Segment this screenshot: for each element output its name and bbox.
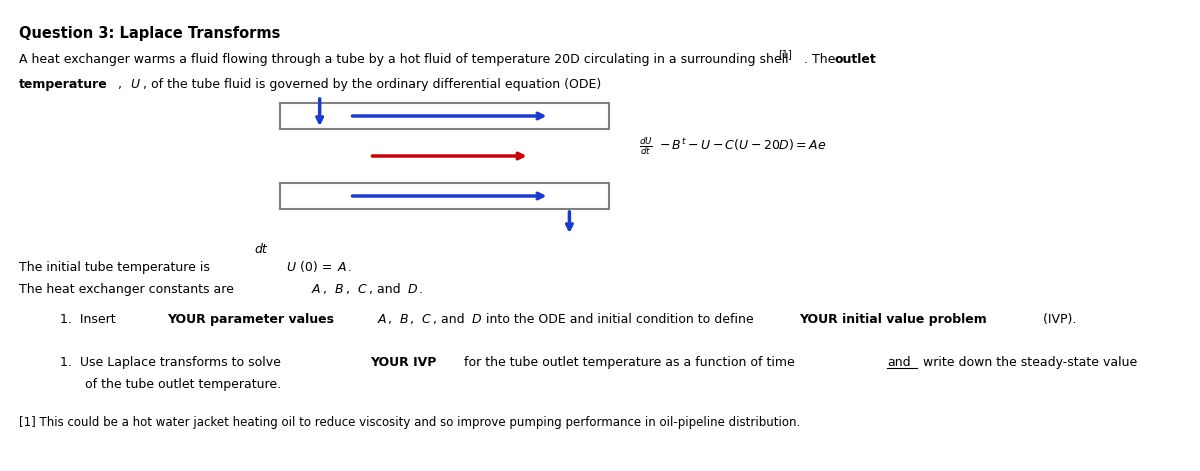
Text: The initial tube temperature is: The initial tube temperature is [19, 261, 214, 274]
Text: , of the tube fluid is governed by the ordinary differential equation (ODE): , of the tube fluid is governed by the o… [143, 78, 601, 91]
Text: YOUR parameter values: YOUR parameter values [167, 313, 334, 326]
Text: $\frac{dU}{dt}\ -B^{t} - U - C(U - 20D) = Ae$: $\frac{dU}{dt}\ -B^{t} - U - C(U - 20D) … [640, 135, 827, 157]
Text: outlet: outlet [834, 53, 876, 66]
Text: 1.  Use Laplace transforms to solve: 1. Use Laplace transforms to solve [60, 356, 284, 369]
Text: A: A [312, 283, 320, 296]
Text: Question 3: Laplace Transforms: Question 3: Laplace Transforms [19, 26, 281, 41]
Text: write down the steady-state value: write down the steady-state value [919, 356, 1138, 369]
Text: and: and [887, 356, 911, 369]
Text: ,: , [409, 313, 418, 326]
Text: of the tube outlet temperature.: of the tube outlet temperature. [85, 378, 281, 391]
Text: ,: , [388, 313, 396, 326]
Text: [1] This could be a hot water jacket heating oil to reduce viscosity and so impr: [1] This could be a hot water jacket hea… [19, 416, 800, 429]
Text: .: . [419, 283, 422, 296]
Text: . The: . The [804, 53, 840, 66]
FancyBboxPatch shape [280, 183, 610, 209]
Text: The heat exchanger constants are: The heat exchanger constants are [19, 283, 238, 296]
Text: ,: , [118, 78, 126, 91]
Text: dt: dt [254, 243, 268, 256]
Text: A heat exchanger warms a fluid flowing through a tube by a hot fluid of temperat: A heat exchanger warms a fluid flowing t… [19, 53, 788, 66]
Text: B: B [335, 283, 343, 296]
Text: U: U [130, 78, 139, 91]
Text: U: U [287, 261, 296, 274]
Text: , and: , and [368, 283, 404, 296]
Text: YOUR IVP: YOUR IVP [370, 356, 436, 369]
Text: temperature: temperature [19, 78, 108, 91]
Text: YOUR initial value problem: YOUR initial value problem [799, 313, 986, 326]
Text: (0) =: (0) = [300, 261, 336, 274]
Text: B: B [400, 313, 408, 326]
Text: A: A [378, 313, 386, 326]
Text: ,: , [323, 283, 331, 296]
Text: C: C [358, 283, 366, 296]
Text: [1]: [1] [778, 49, 792, 59]
Text: into the ODE and initial condition to define: into the ODE and initial condition to de… [482, 313, 758, 326]
Text: (IVP).: (IVP). [1039, 313, 1076, 326]
Text: D: D [408, 283, 418, 296]
Text: A: A [337, 261, 346, 274]
Text: 1.  Insert: 1. Insert [60, 313, 120, 326]
Text: for the tube outlet temperature as a function of time: for the tube outlet temperature as a fun… [460, 356, 798, 369]
FancyBboxPatch shape [280, 103, 610, 129]
Text: ,: , [346, 283, 354, 296]
Text: D: D [472, 313, 481, 326]
Text: C: C [421, 313, 431, 326]
Text: , and: , and [432, 313, 468, 326]
Text: .: . [348, 261, 352, 274]
